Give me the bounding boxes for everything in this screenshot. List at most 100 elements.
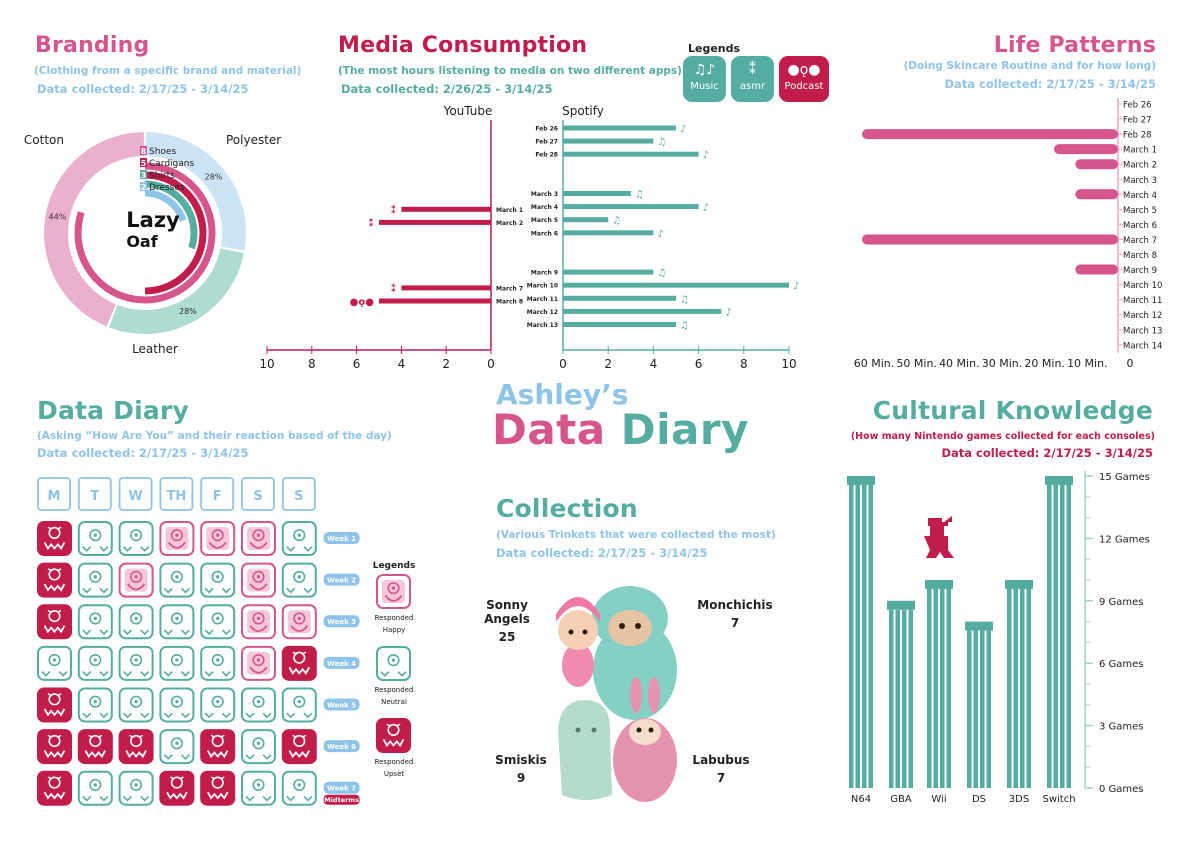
collection-collected: Data collected: 2/17/25 - 3/14/25: [496, 546, 708, 560]
day-header: TH: [167, 489, 187, 504]
face-eye: [293, 529, 306, 542]
upset-eye: [293, 651, 306, 664]
face-eye: [89, 612, 102, 625]
face-eye: [252, 737, 265, 750]
face-eye: [211, 653, 224, 667]
happy-mouth: [249, 541, 268, 549]
mood-cell-box: [376, 646, 411, 681]
cultural-bar-pipe: [973, 630, 978, 788]
cultural-bar-pipe: [933, 589, 938, 788]
spotify-bar: [563, 269, 654, 275]
cultural-chart: 15 Games 12 Games 9 Games 6 Games 3 Games 0 G…: [847, 471, 1150, 805]
face-pupil: [391, 658, 396, 662]
poster-name: Ashley’s: [496, 378, 629, 411]
mood-cell-box: [159, 687, 195, 723]
material-label: Cotton: [24, 133, 64, 147]
upset-brow: [169, 776, 184, 780]
face-eye: [89, 778, 102, 791]
neutral-teeth: [204, 671, 231, 677]
youtube-tick-label: 10: [259, 357, 274, 371]
mood-cell-box: [241, 729, 276, 765]
spotify-tick-label: 8: [740, 357, 748, 371]
cultural-collected: Data collected: 2/17/25 - 3/14/25: [941, 446, 1153, 460]
legend-music: ♫♪ Music: [683, 56, 726, 102]
week-badge: [323, 656, 360, 669]
spotify-bar: [563, 204, 699, 210]
neutral-teeth: [286, 712, 313, 719]
mood-cell-box: [159, 729, 195, 765]
material-arc: [145, 132, 246, 251]
upset-eye: [293, 734, 306, 748]
sonny-angel-figure: [556, 597, 600, 687]
cultural-category-label: DS: [972, 794, 986, 805]
neutral-teeth: [122, 629, 150, 636]
face-eye: [170, 612, 183, 625]
life-tick-label: 0: [1127, 357, 1134, 370]
face-pupil: [256, 658, 261, 662]
media-chart: YouTube 10 8 6 4 2 0 March 1 ⁑ March 2 ⁑ March 7 ⁑ Ma…: [259, 104, 799, 371]
face-pupil: [175, 616, 179, 621]
face-pupil: [256, 741, 261, 745]
happy-mouth: [127, 583, 146, 591]
life-date-label: March 14: [1123, 341, 1162, 351]
youtube-tick-label: 2: [442, 357, 450, 371]
mood-cell-box: [200, 687, 236, 723]
item-count-badge: [140, 146, 147, 155]
upset-mouth: [43, 583, 66, 592]
collection-item: Sonny Angels 25: [462, 598, 552, 644]
collection-item-name: Labubus: [692, 753, 750, 767]
neutral-teeth: [245, 795, 272, 802]
upset-eye: [48, 610, 61, 623]
spotify-date-label: Feb 27: [535, 139, 558, 146]
face-eye: [293, 570, 306, 583]
mood-cell-box: [159, 604, 195, 640]
face-eye: [48, 653, 61, 667]
life-date-label: March 2: [1123, 161, 1157, 171]
media-legend-title: Legends: [688, 42, 741, 55]
face-eye: [170, 570, 183, 583]
day-header-box: [281, 477, 316, 511]
face-eye: [252, 529, 265, 542]
collection-item-name: Monchichis: [697, 598, 773, 612]
face-pupil: [216, 533, 220, 537]
mood-cell-box: [77, 604, 113, 640]
neutral-teeth: [122, 671, 150, 677]
upset-mouth: [84, 750, 106, 759]
item-count-badge: [140, 158, 147, 167]
face-eye: [170, 529, 183, 542]
neutral-teeth: [163, 754, 191, 760]
upset-eye: [48, 526, 61, 539]
diary-chart: M T W TH F S S Week 1 Week 2 Week 3 Week 4 Week 5 We…: [37, 477, 415, 806]
youtube-date-label: March 7: [496, 285, 523, 292]
mood-cell-box: [159, 645, 195, 681]
face-pupil: [297, 700, 301, 704]
life-bar: [1075, 264, 1118, 275]
face-eye: [211, 529, 224, 542]
upset-eye: [387, 723, 400, 736]
item-count-badge: [140, 182, 147, 191]
neutral-teeth: [286, 546, 313, 552]
face-pupil: [216, 575, 220, 579]
life-date-label: Feb 26: [1123, 101, 1152, 111]
upset-eye: [48, 568, 61, 581]
face-pupil: [52, 658, 57, 662]
branding-collected: Data collected: 2/17/25 - 3/14/25: [37, 82, 249, 96]
diary-legend-label: Responded: [375, 614, 414, 622]
day-header: S: [294, 489, 303, 504]
youtube-tick-label: 4: [398, 357, 406, 371]
week-badge: [323, 698, 360, 711]
plumber-fist: [944, 516, 952, 522]
upset-eye: [130, 734, 143, 748]
face-pupil: [216, 700, 220, 704]
diary-subtitle: (Asking “How Are You” and their reaction…: [37, 430, 392, 442]
life-date-label: March 10: [1123, 281, 1162, 291]
life-tick-label: 20 Min.: [1024, 357, 1065, 370]
neutral-teeth: [245, 712, 272, 719]
week-badge: [323, 740, 360, 753]
upset-mouth: [43, 708, 66, 717]
spotify-date-label: March 10: [527, 283, 558, 290]
neutral-teeth: [380, 671, 407, 677]
smiski-figure: [558, 700, 612, 800]
mood-cell-box: [118, 770, 154, 806]
life-chart: Feb 26 Feb 27 Feb 28 March 1 March 2 March 3 M…: [854, 98, 1162, 370]
